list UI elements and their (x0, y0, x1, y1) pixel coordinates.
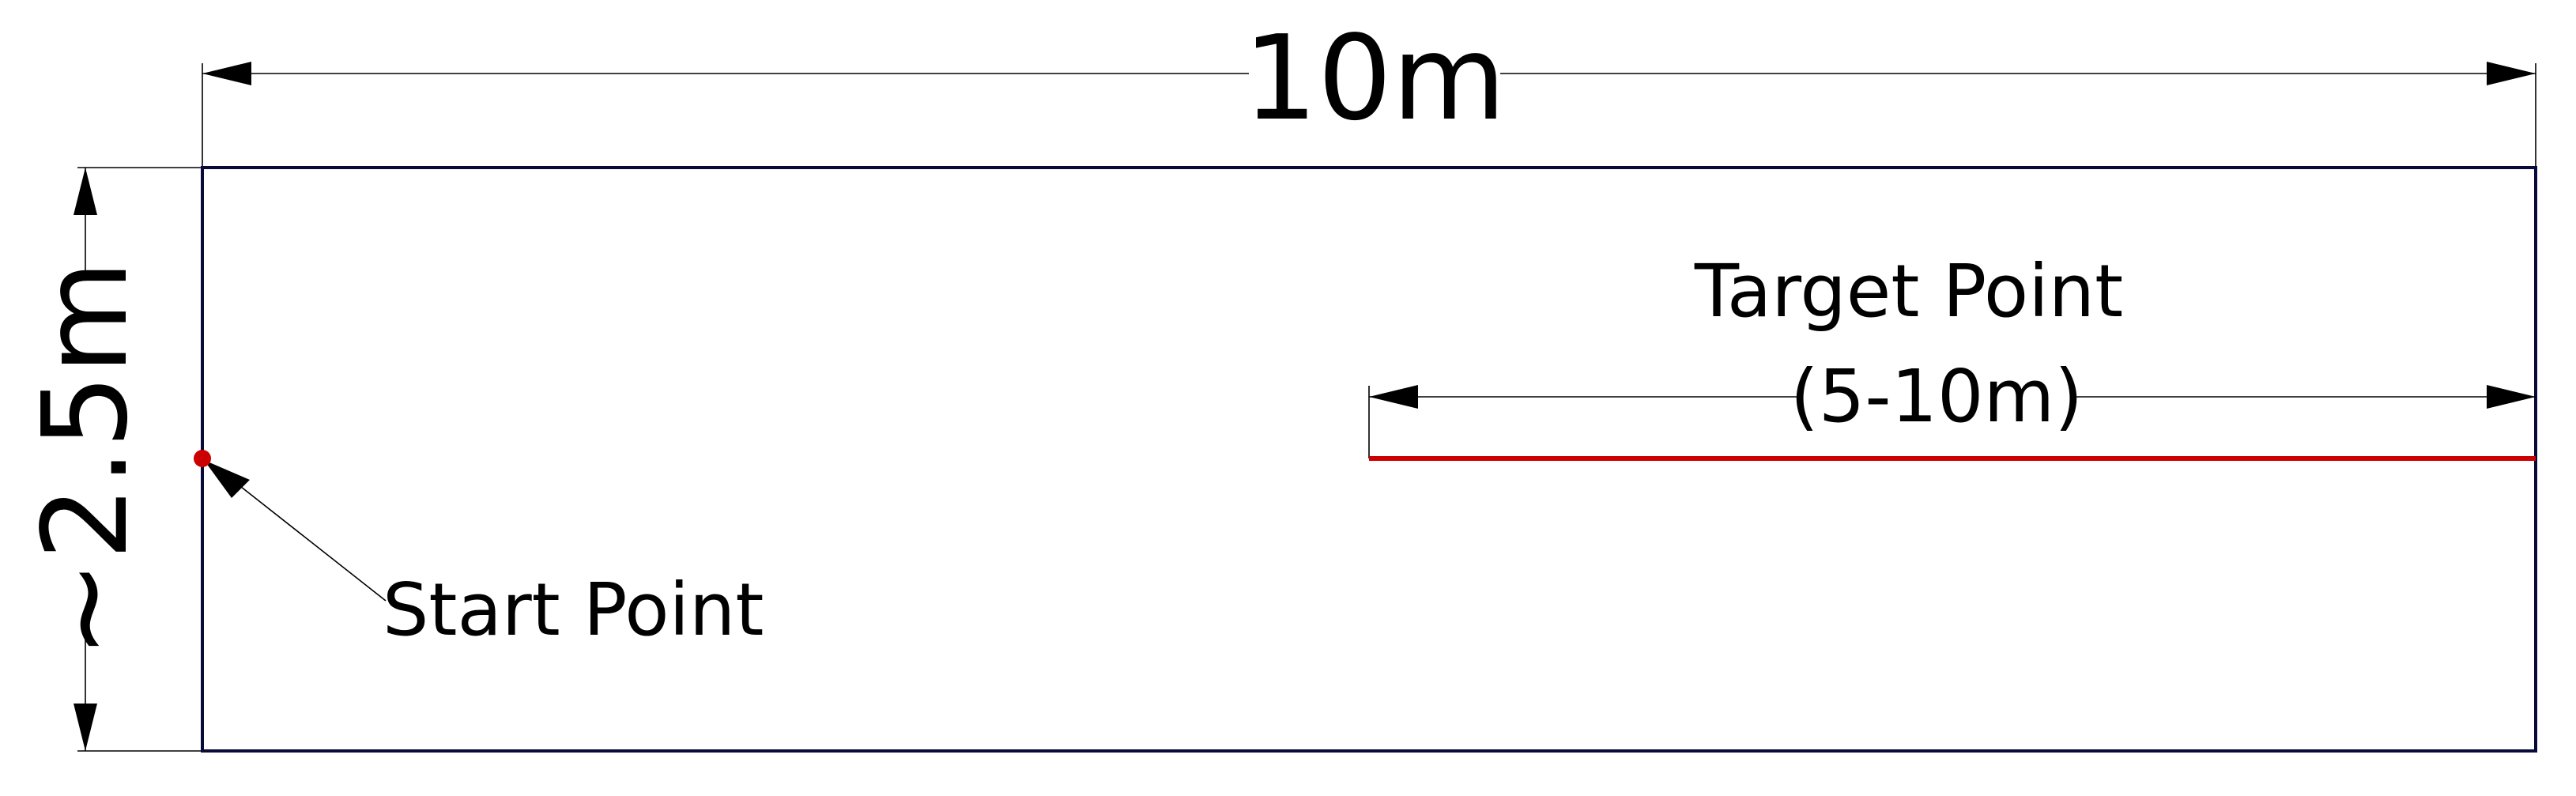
length-dimension: 10m (202, 10, 2536, 166)
start-leader-arrowhead (204, 460, 250, 498)
target-zone: Target Point (5-10m) (1368, 249, 2536, 461)
start-leader-line (236, 483, 387, 602)
target-range-label: (5-10m) (1790, 354, 2083, 439)
target-arrowhead-left (1369, 385, 1418, 409)
start-label: Start Point (383, 568, 764, 652)
length-arrowhead-right (2487, 62, 2536, 85)
length-label: 10m (1243, 10, 1507, 146)
width-dimension: ~2.5m (17, 167, 201, 752)
width-label: ~2.5m (17, 260, 153, 658)
width-arrowhead-top (74, 168, 97, 215)
length-arrowhead-left (202, 62, 251, 85)
start-point: Start Point (194, 450, 764, 652)
start-marker (194, 450, 211, 467)
width-arrowhead-bottom (74, 704, 97, 751)
target-title: Target Point (1694, 249, 2123, 334)
target-arrowhead-right (2487, 385, 2536, 409)
